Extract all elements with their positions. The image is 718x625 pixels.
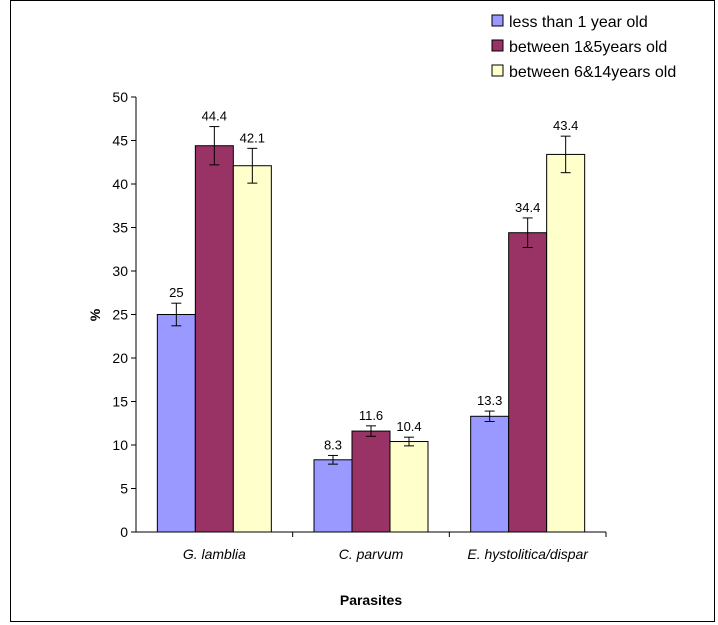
y-tick-label: 25 [112,307,128,323]
legend-label: between 1&5years old [509,39,667,56]
data-label: 25 [169,285,183,300]
bar[interactable] [546,153,586,533]
bar[interactable] [508,232,548,533]
data-label: 13.3 [477,393,502,408]
data-label: 42.1 [240,130,265,145]
y-tick-label: 20 [112,350,128,366]
y-tick-label: 0 [120,524,128,540]
category-label: C. parvum [339,546,404,562]
category-label: G. lamblia [183,546,246,562]
legend-swatch [491,64,504,77]
bar[interactable] [156,314,196,533]
y-tick-label: 15 [112,394,128,410]
data-label: 44.4 [202,109,227,124]
data-label: 10.4 [396,419,421,434]
data-label: 34.4 [515,200,540,215]
y-tick-label: 40 [112,176,128,192]
y-tick-label: 50 [112,89,128,105]
y-tick-label: 45 [112,133,128,149]
data-label: 11.6 [359,408,383,423]
y-tick-label: 10 [112,437,128,453]
x-axis-title: Parasites [340,592,402,608]
plot-area: 0 5 10 15 20 25 30 35 40 45 50 G. lamblia 25 44.4 42.1… [112,89,607,562]
legend: less than 1 year old between 1&5years old… [491,14,676,81]
bar[interactable] [313,459,353,533]
bar[interactable] [389,441,429,533]
data-label: 8.3 [324,437,342,452]
y-tick-label: 30 [112,263,128,279]
legend-label: between 6&14years old [509,64,676,81]
bar[interactable] [194,145,234,533]
legend-swatch [491,14,504,27]
bar[interactable] [470,415,510,533]
bar[interactable] [351,430,391,533]
category-label: E. hystolitica/dispar [467,546,589,562]
y-axis-title: % [87,308,103,321]
legend-swatch [491,39,504,52]
bar[interactable] [232,165,272,533]
y-tick-label: 5 [120,481,128,497]
data-label: 43.4 [553,118,578,133]
y-tick-label: 35 [112,220,128,236]
legend-label: less than 1 year old [509,14,648,31]
